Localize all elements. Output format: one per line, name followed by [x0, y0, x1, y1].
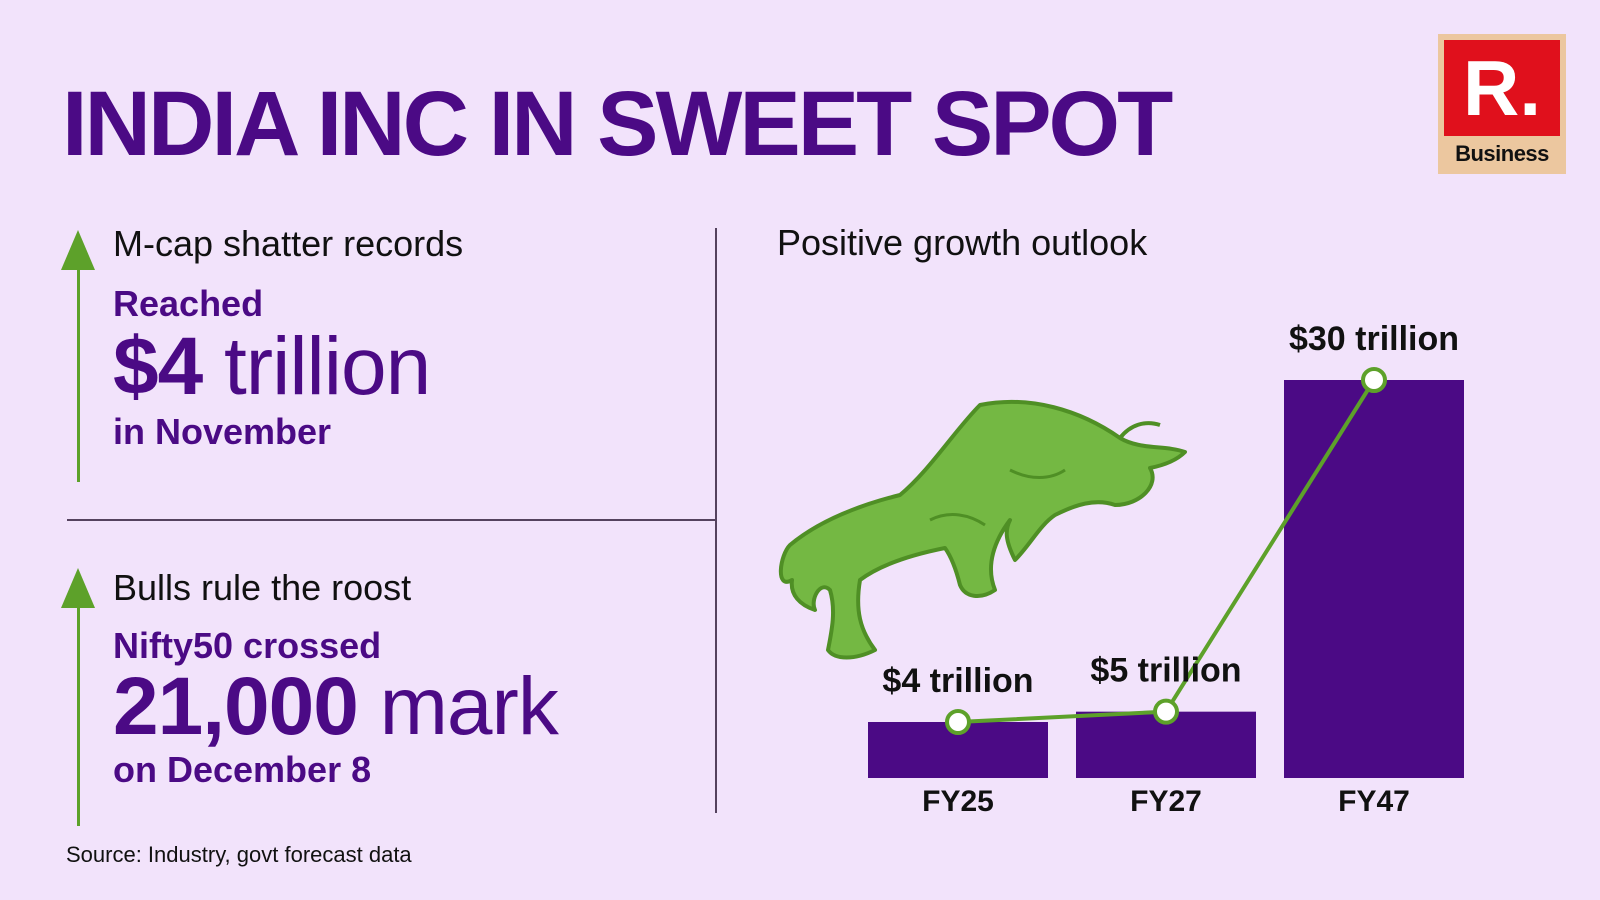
logo-label: Business: [1455, 141, 1549, 166]
bar-fy47: [1284, 380, 1464, 778]
brand-logo: R. Business: [1438, 34, 1566, 174]
mcap-stat: M-cap shatter records Reached $4 trillio…: [113, 226, 463, 450]
page-title: INDIA INC IN SWEET SPOT: [62, 73, 1173, 175]
nifty-post: on December 8: [113, 749, 372, 790]
mcap-value: $4 trillion: [113, 326, 463, 408]
up-arrow-icon: [60, 230, 96, 482]
up-arrow-icon: [60, 568, 96, 826]
x-tick-label: FY47: [1338, 785, 1410, 818]
mcap-unit: trillion: [224, 321, 431, 412]
x-tick-label: FY25: [922, 785, 994, 818]
source-note: Source: Industry, govt forecast data: [66, 842, 412, 867]
data-label: $4 trillion: [882, 662, 1033, 700]
data-label: $5 trillion: [1090, 652, 1241, 690]
chart-title: Positive growth outlook: [777, 222, 1148, 263]
vertical-divider: [715, 228, 717, 813]
x-tick-label: FY27: [1130, 785, 1202, 818]
mcap-number: $4: [113, 321, 203, 412]
bull-icon: [778, 399, 1187, 660]
mcap-heading: M-cap shatter records: [113, 223, 464, 264]
nifty-pre: Nifty50 crossed: [113, 625, 382, 666]
nifty-heading: Bulls rule the roost: [113, 567, 412, 608]
horizontal-divider: [67, 519, 715, 521]
logo-mark: R.: [1444, 40, 1560, 136]
data-label: $30 trillion: [1289, 320, 1459, 358]
trend-point: [1361, 367, 1387, 393]
nifty-stat: Bulls rule the roost Nifty50 crossed 21,…: [113, 567, 559, 790]
nifty-unit: mark: [379, 661, 559, 752]
mcap-pre: Reached: [113, 283, 264, 324]
nifty-value: 21,000 mark: [113, 666, 559, 748]
nifty-number: 21,000: [113, 661, 359, 752]
trend-point: [1153, 698, 1179, 725]
trend-point: [945, 709, 971, 735]
mcap-post: in November: [113, 411, 332, 452]
